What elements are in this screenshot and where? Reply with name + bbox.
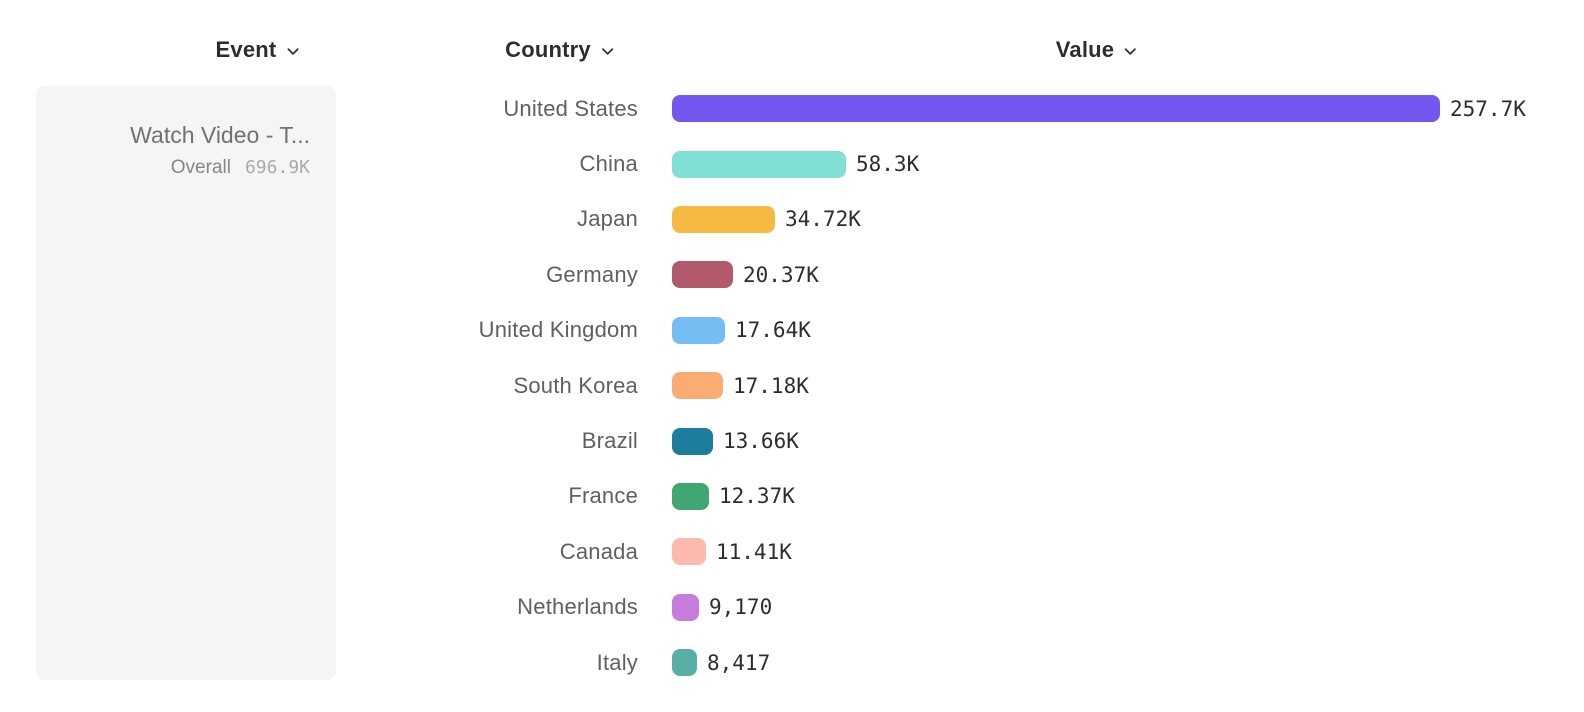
event-overall-metric: Overall 696.9K xyxy=(52,157,310,179)
country-column-header[interactable]: Country xyxy=(505,36,615,64)
value-bar[interactable] xyxy=(672,150,846,178)
value-bar[interactable] xyxy=(672,427,713,455)
country-label: China xyxy=(579,151,638,177)
value-label: 11.41K xyxy=(716,539,792,564)
value-label: 58.3K xyxy=(856,152,920,177)
country-label: Brazil xyxy=(581,428,638,454)
value-bar[interactable] xyxy=(672,538,706,566)
event-column-header[interactable]: Event xyxy=(216,36,301,64)
country-column-label: Country xyxy=(505,37,591,62)
chart-row: China 58.3K xyxy=(0,136,1584,191)
value-column-header[interactable]: Value xyxy=(1056,36,1138,64)
bar-zone: 12.37K xyxy=(672,482,1584,510)
chart-row: Italy 8,417 xyxy=(0,635,1584,690)
country-label: Canada xyxy=(559,538,638,564)
bar-chart: United States 257.7K China 58.3K Japan 3… xyxy=(0,81,1584,690)
bar-zone: 58.3K xyxy=(672,150,1584,178)
chevron-down-icon xyxy=(600,41,615,59)
value-bar[interactable] xyxy=(672,372,723,400)
value-bar[interactable] xyxy=(672,205,775,233)
chevron-down-icon xyxy=(1123,41,1138,59)
country-label: Netherlands xyxy=(517,594,638,620)
event-name: Watch Video - T... xyxy=(130,122,310,148)
value-bar[interactable] xyxy=(672,261,733,289)
value-label: 13.66K xyxy=(723,429,799,454)
value-label: 9,170 xyxy=(709,595,773,620)
value-label: 8,417 xyxy=(707,650,771,675)
chart-row: Canada 11.41K xyxy=(0,524,1584,579)
bar-zone: 257.7K xyxy=(672,95,1584,123)
bar-zone: 13.66K xyxy=(672,427,1584,455)
chart-row: Japan 34.72K xyxy=(0,192,1584,247)
country-label: Japan xyxy=(577,206,638,232)
country-label: France xyxy=(568,483,638,509)
bar-zone: 17.64K xyxy=(672,316,1584,344)
country-label: United Kingdom xyxy=(478,317,638,343)
chart-row: Netherlands 9,170 xyxy=(0,580,1584,635)
bar-zone: 8,417 xyxy=(672,649,1584,677)
chart-row: France 12.37K xyxy=(0,469,1584,524)
country-label: Germany xyxy=(546,261,638,287)
bar-zone: 20.37K xyxy=(672,261,1584,289)
chart-row: United Kingdom 17.64K xyxy=(0,303,1584,358)
value-label: 34.72K xyxy=(785,207,861,232)
overall-value: 696.9K xyxy=(244,157,310,178)
chart-row: Germany 20.37K xyxy=(0,247,1584,302)
chevron-down-icon xyxy=(285,41,300,59)
overall-label: Overall xyxy=(170,157,231,178)
value-label: 12.37K xyxy=(719,484,795,509)
bar-zone: 9,170 xyxy=(672,593,1584,621)
country-label: United States xyxy=(503,95,638,121)
value-bar[interactable] xyxy=(672,593,699,621)
value-bar[interactable] xyxy=(672,649,697,677)
bar-zone: 17.18K xyxy=(672,372,1584,400)
value-label: 20.37K xyxy=(743,262,819,287)
bar-zone: 11.41K xyxy=(672,538,1584,566)
value-bar[interactable] xyxy=(672,482,709,510)
value-bar[interactable] xyxy=(672,316,725,344)
event-column-label: Event xyxy=(215,37,277,62)
chart-row: Brazil 13.66K xyxy=(0,413,1584,468)
country-label: South Korea xyxy=(513,372,638,398)
value-label: 257.7K xyxy=(1450,96,1526,121)
value-label: 17.64K xyxy=(735,318,811,343)
country-label: Italy xyxy=(596,649,638,675)
event-card[interactable]: Watch Video - T... Overall 696.9K xyxy=(36,86,336,680)
value-label: 17.18K xyxy=(733,373,809,398)
value-bar[interactable] xyxy=(672,95,1440,123)
bar-zone: 34.72K xyxy=(672,205,1584,233)
value-column-label: Value xyxy=(1055,37,1115,62)
chart-row: United States 257.7K xyxy=(0,81,1584,136)
chart-row: South Korea 17.18K xyxy=(0,358,1584,413)
